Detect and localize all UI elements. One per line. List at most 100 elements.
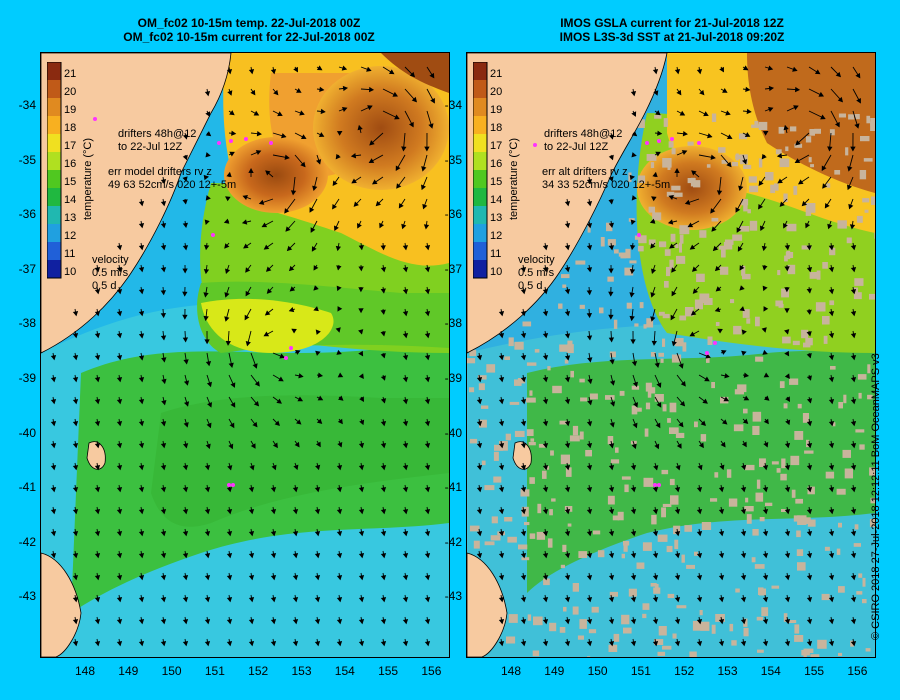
cloud-pixel [826, 183, 831, 188]
velocity-arrow-head [671, 340, 677, 347]
right-map[interactable] [466, 52, 876, 658]
latitude-tick-label: -36 [18, 207, 36, 222]
cloud-pixel [534, 349, 540, 353]
velocity-arrow-head [289, 286, 296, 292]
cloud-pixel [662, 404, 667, 412]
velocity-arrow-head [160, 465, 167, 471]
velocity-arrow-head [229, 110, 235, 116]
velocity-arrow-head [402, 267, 409, 273]
velocity-arrow-head [674, 487, 681, 493]
velocity-arrow-head [498, 399, 505, 405]
velocity-arrow-head [254, 381, 260, 387]
cloud-pixel [754, 120, 759, 127]
velocity-arrow-head [676, 89, 682, 96]
right-err-line2: 34 33 52cm/s 020 12+-5m [542, 179, 671, 191]
cloud-pixel [855, 429, 865, 433]
velocity-arrow-head [652, 641, 659, 647]
velocity-arrow-head [652, 531, 659, 537]
cloud-pixel [700, 621, 710, 631]
velocity-arrow-head [72, 355, 79, 361]
velocity-arrow-head [94, 399, 101, 405]
velocity-arrow-head [380, 421, 387, 427]
velocity-arrow-head [366, 66, 372, 72]
velocity-arrow-head [476, 509, 483, 515]
cloud-pixel [522, 321, 532, 327]
velocity-arrow-head [424, 443, 431, 449]
cloud-pixel [711, 217, 719, 222]
cloud-pixel [771, 585, 780, 589]
velocity-arrow-head [380, 245, 386, 251]
velocity-arrow-head [402, 531, 409, 537]
cloud-pixel [662, 338, 666, 347]
velocity-arrow-head [674, 168, 680, 173]
velocity-arrow-head [684, 199, 691, 205]
velocity-arrow-head [402, 377, 409, 383]
velocity-arrow-head [792, 66, 798, 72]
velocity-arrow-head [336, 531, 343, 537]
cloud-pixel [650, 583, 657, 587]
velocity-arrow-head [740, 487, 747, 493]
cloud-pixel [747, 209, 751, 214]
cloud-pixel [781, 509, 786, 512]
cloud-pixel [816, 270, 821, 280]
colorbar-tick-label: 15 [490, 176, 503, 188]
velocity-arrow-head [311, 246, 317, 252]
velocity-arrow-head [358, 266, 364, 272]
longitude-tick-label: 152 [674, 664, 695, 678]
velocity-arrow-head [270, 531, 277, 537]
cloud-pixel [846, 237, 852, 244]
velocity-arrow-head [429, 72, 435, 79]
latitude-tick-label: -42 [18, 534, 36, 549]
velocity-arrow-head [586, 509, 593, 515]
velocity-arrow-head [50, 443, 57, 449]
velocity-arrow-head [94, 619, 101, 625]
cloud-pixel [507, 536, 517, 543]
velocity-arrow-head [231, 130, 237, 136]
velocity-arrow-head [520, 311, 527, 317]
velocity-arrow-head [182, 222, 189, 228]
colorbar-tick-label: 21 [64, 68, 77, 80]
velocity-arrow-head [608, 597, 615, 603]
velocity-arrow-head [784, 308, 790, 314]
velocity-arrow-head [676, 443, 682, 449]
latitude-tick-label: -35 [18, 152, 36, 167]
velocity-arrow-head [358, 308, 364, 314]
velocity-arrow-head [205, 361, 212, 367]
velocity-arrow-head [263, 331, 270, 337]
velocity-arrow-head [367, 105, 373, 111]
left-velocity-label: velocity [92, 254, 129, 266]
velocity-arrow-head [784, 641, 791, 647]
cloud-pixel [838, 402, 843, 409]
cloud-pixel [834, 170, 841, 175]
velocity-arrow-head [629, 292, 635, 298]
velocity-arrow-head [767, 65, 774, 71]
cloud-pixel [469, 438, 478, 444]
cloud-pixel [643, 324, 647, 329]
cloud-pixel [612, 515, 620, 521]
velocity-arrow-head [520, 641, 527, 647]
velocity-arrow-head [742, 418, 749, 424]
velocity-arrow-head [678, 363, 684, 369]
velocity-arrow-head [359, 396, 364, 403]
velocity-arrow-head [380, 597, 387, 603]
velocity-arrow-head [726, 161, 732, 168]
cloud-pixel [642, 603, 650, 610]
velocity-arrow-head [401, 223, 407, 230]
velocity-arrow-head [674, 531, 681, 537]
velocity-arrow-head [586, 421, 593, 427]
cloud-pixel [549, 622, 557, 632]
longitude-tick-label: 154 [760, 664, 781, 678]
left-map[interactable] [40, 52, 450, 658]
velocity-arrow-head [718, 619, 725, 625]
velocity-arrow-head [424, 311, 431, 317]
velocity-arrow-head [850, 267, 857, 273]
cloud-pixel [637, 245, 644, 252]
velocity-arrow-head [402, 443, 409, 449]
velocity-arrow-head [856, 97, 861, 104]
velocity-arrow-head [476, 465, 483, 471]
right-err-label: err alt drifters rv z 34 33 52cm/s 020 1… [542, 166, 670, 192]
cloud-pixel [549, 509, 553, 516]
velocity-arrow-head [784, 531, 791, 537]
cloud-pixel [617, 511, 624, 521]
velocity-arrow-head [182, 291, 188, 297]
